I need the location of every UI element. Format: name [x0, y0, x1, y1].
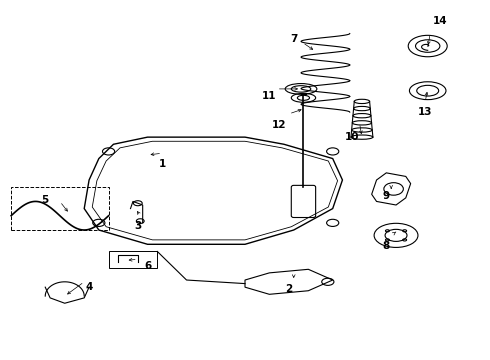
Text: 4: 4 [85, 282, 93, 292]
Text: 9: 9 [383, 191, 390, 201]
Text: 13: 13 [418, 107, 433, 117]
Text: 6: 6 [144, 261, 151, 271]
Text: 7: 7 [290, 34, 297, 44]
Text: 12: 12 [272, 120, 286, 130]
Text: 5: 5 [42, 195, 49, 204]
Text: 8: 8 [383, 241, 390, 251]
Text: 2: 2 [285, 284, 293, 294]
FancyBboxPatch shape [291, 185, 316, 217]
Text: 10: 10 [345, 132, 360, 142]
Text: 3: 3 [134, 221, 142, 231]
Text: 14: 14 [433, 16, 447, 26]
Text: 11: 11 [262, 91, 277, 101]
Text: 1: 1 [159, 159, 166, 169]
